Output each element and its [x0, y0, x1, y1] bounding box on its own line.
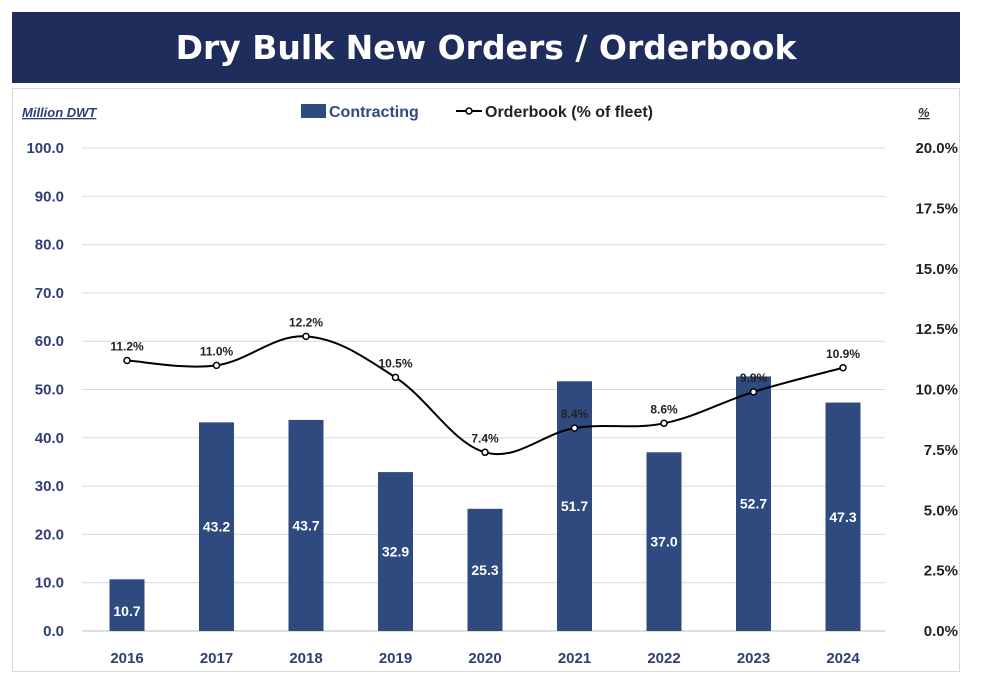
x-tick-label: 2019 — [379, 650, 412, 667]
left-axis-unit: Million DWT — [22, 105, 97, 120]
chart-frame — [12, 88, 960, 672]
bar — [825, 402, 861, 631]
bar — [378, 472, 413, 631]
bar-value-label: 43.7 — [292, 517, 319, 533]
right-tick-label: 17.5% — [915, 200, 958, 217]
bar-value-label: 47.3 — [829, 509, 856, 525]
bar-value-label: 10.7 — [113, 603, 140, 619]
line-series — [123, 332, 847, 457]
line-value-label: 12.2% — [289, 315, 323, 329]
right-tick-label: 2.5% — [924, 563, 958, 580]
line-value-label: 10.9% — [826, 347, 860, 361]
x-tick-label: 2022 — [647, 650, 680, 667]
orderbook-line — [126, 335, 844, 455]
line-marker — [212, 361, 221, 370]
bar — [199, 422, 234, 631]
bar — [646, 452, 682, 631]
x-tick-label: 2018 — [289, 650, 322, 667]
chart-title: Dry Bulk New Orders / Orderbook — [175, 28, 797, 67]
legend: Contracting Orderbook (% of fleet) — [301, 104, 653, 121]
axis-ticks: 0.0 10.0 20.0 30.0 40.0 50.0 60.0 70.0 80.0 90.0 1… — [26, 140, 958, 667]
bar-value-label: 37.0 — [650, 534, 677, 550]
line-marker — [839, 364, 847, 372]
legend-contracting-label: Contracting — [329, 104, 419, 121]
line-value-label: 8.4% — [561, 407, 589, 421]
right-axis-unit: % — [918, 105, 930, 120]
x-tick-label: 2023 — [737, 650, 770, 667]
left-tick-label: 10.0 — [35, 575, 64, 592]
line-marker — [749, 388, 758, 396]
legend-orderbook-label: Orderbook (% of fleet) — [485, 104, 653, 121]
data-labels: 10.7 43.2 43.7 32.9 25.3 51.7 37.0 52.7 47.3 11.2… — [110, 315, 860, 619]
left-tick-label: 40.0 — [35, 430, 64, 447]
line-value-label: 7.4% — [471, 431, 499, 445]
bar — [736, 376, 771, 631]
line-value-label: 8.6% — [650, 402, 678, 416]
right-tick-label: 15.0% — [915, 261, 958, 278]
x-tick-label: 2020 — [468, 650, 501, 667]
legend-orderbook-marker — [465, 107, 473, 115]
x-tick-label: 2017 — [200, 650, 233, 667]
bar — [557, 381, 592, 631]
right-tick-label: 5.0% — [924, 502, 958, 519]
line-marker — [123, 356, 131, 365]
title-banner: Dry Bulk New Orders / Orderbook — [12, 12, 960, 83]
x-tick-label: 2016 — [110, 650, 143, 667]
line-marker — [570, 424, 579, 432]
left-tick-label: 30.0 — [35, 478, 64, 495]
left-tick-label: 60.0 — [35, 333, 64, 350]
x-tick-label: 2024 — [826, 650, 860, 667]
line-marker — [660, 419, 668, 428]
bar — [109, 579, 145, 631]
left-tick-label: 20.0 — [35, 526, 64, 543]
x-tick-label: 2021 — [558, 650, 591, 667]
right-tick-label: 10.0% — [915, 382, 958, 399]
bar-value-label: 25.3 — [471, 562, 498, 578]
line-marker — [391, 373, 400, 382]
left-tick-label: 70.0 — [35, 285, 64, 302]
bar — [288, 419, 324, 631]
right-tick-label: 7.5% — [924, 442, 958, 459]
line-value-label: 11.2% — [110, 340, 144, 354]
left-tick-label: 80.0 — [35, 237, 64, 254]
left-tick-label: 100.0 — [26, 140, 64, 157]
bar-value-label: 52.7 — [740, 496, 767, 512]
line-marker — [302, 332, 310, 341]
bar-value-label: 43.2 — [203, 519, 230, 535]
bar-value-label: 32.9 — [382, 544, 409, 560]
line-value-label: 11.0% — [200, 344, 234, 358]
bar — [467, 508, 503, 631]
bar-value-label: 51.7 — [561, 498, 588, 514]
bar-series — [109, 376, 861, 631]
right-tick-label: 0.0% — [924, 623, 958, 640]
line-value-label: 10.5% — [378, 356, 412, 370]
right-tick-label: 12.5% — [915, 321, 958, 338]
right-tick-label: 20.0% — [915, 140, 958, 157]
left-tick-label: 90.0 — [35, 188, 64, 205]
line-marker — [481, 448, 489, 457]
left-tick-label: 50.0 — [35, 382, 64, 399]
left-tick-label: 0.0 — [43, 623, 64, 640]
legend-contracting-swatch — [301, 104, 326, 118]
line-value-label: 9.9% — [740, 371, 768, 385]
